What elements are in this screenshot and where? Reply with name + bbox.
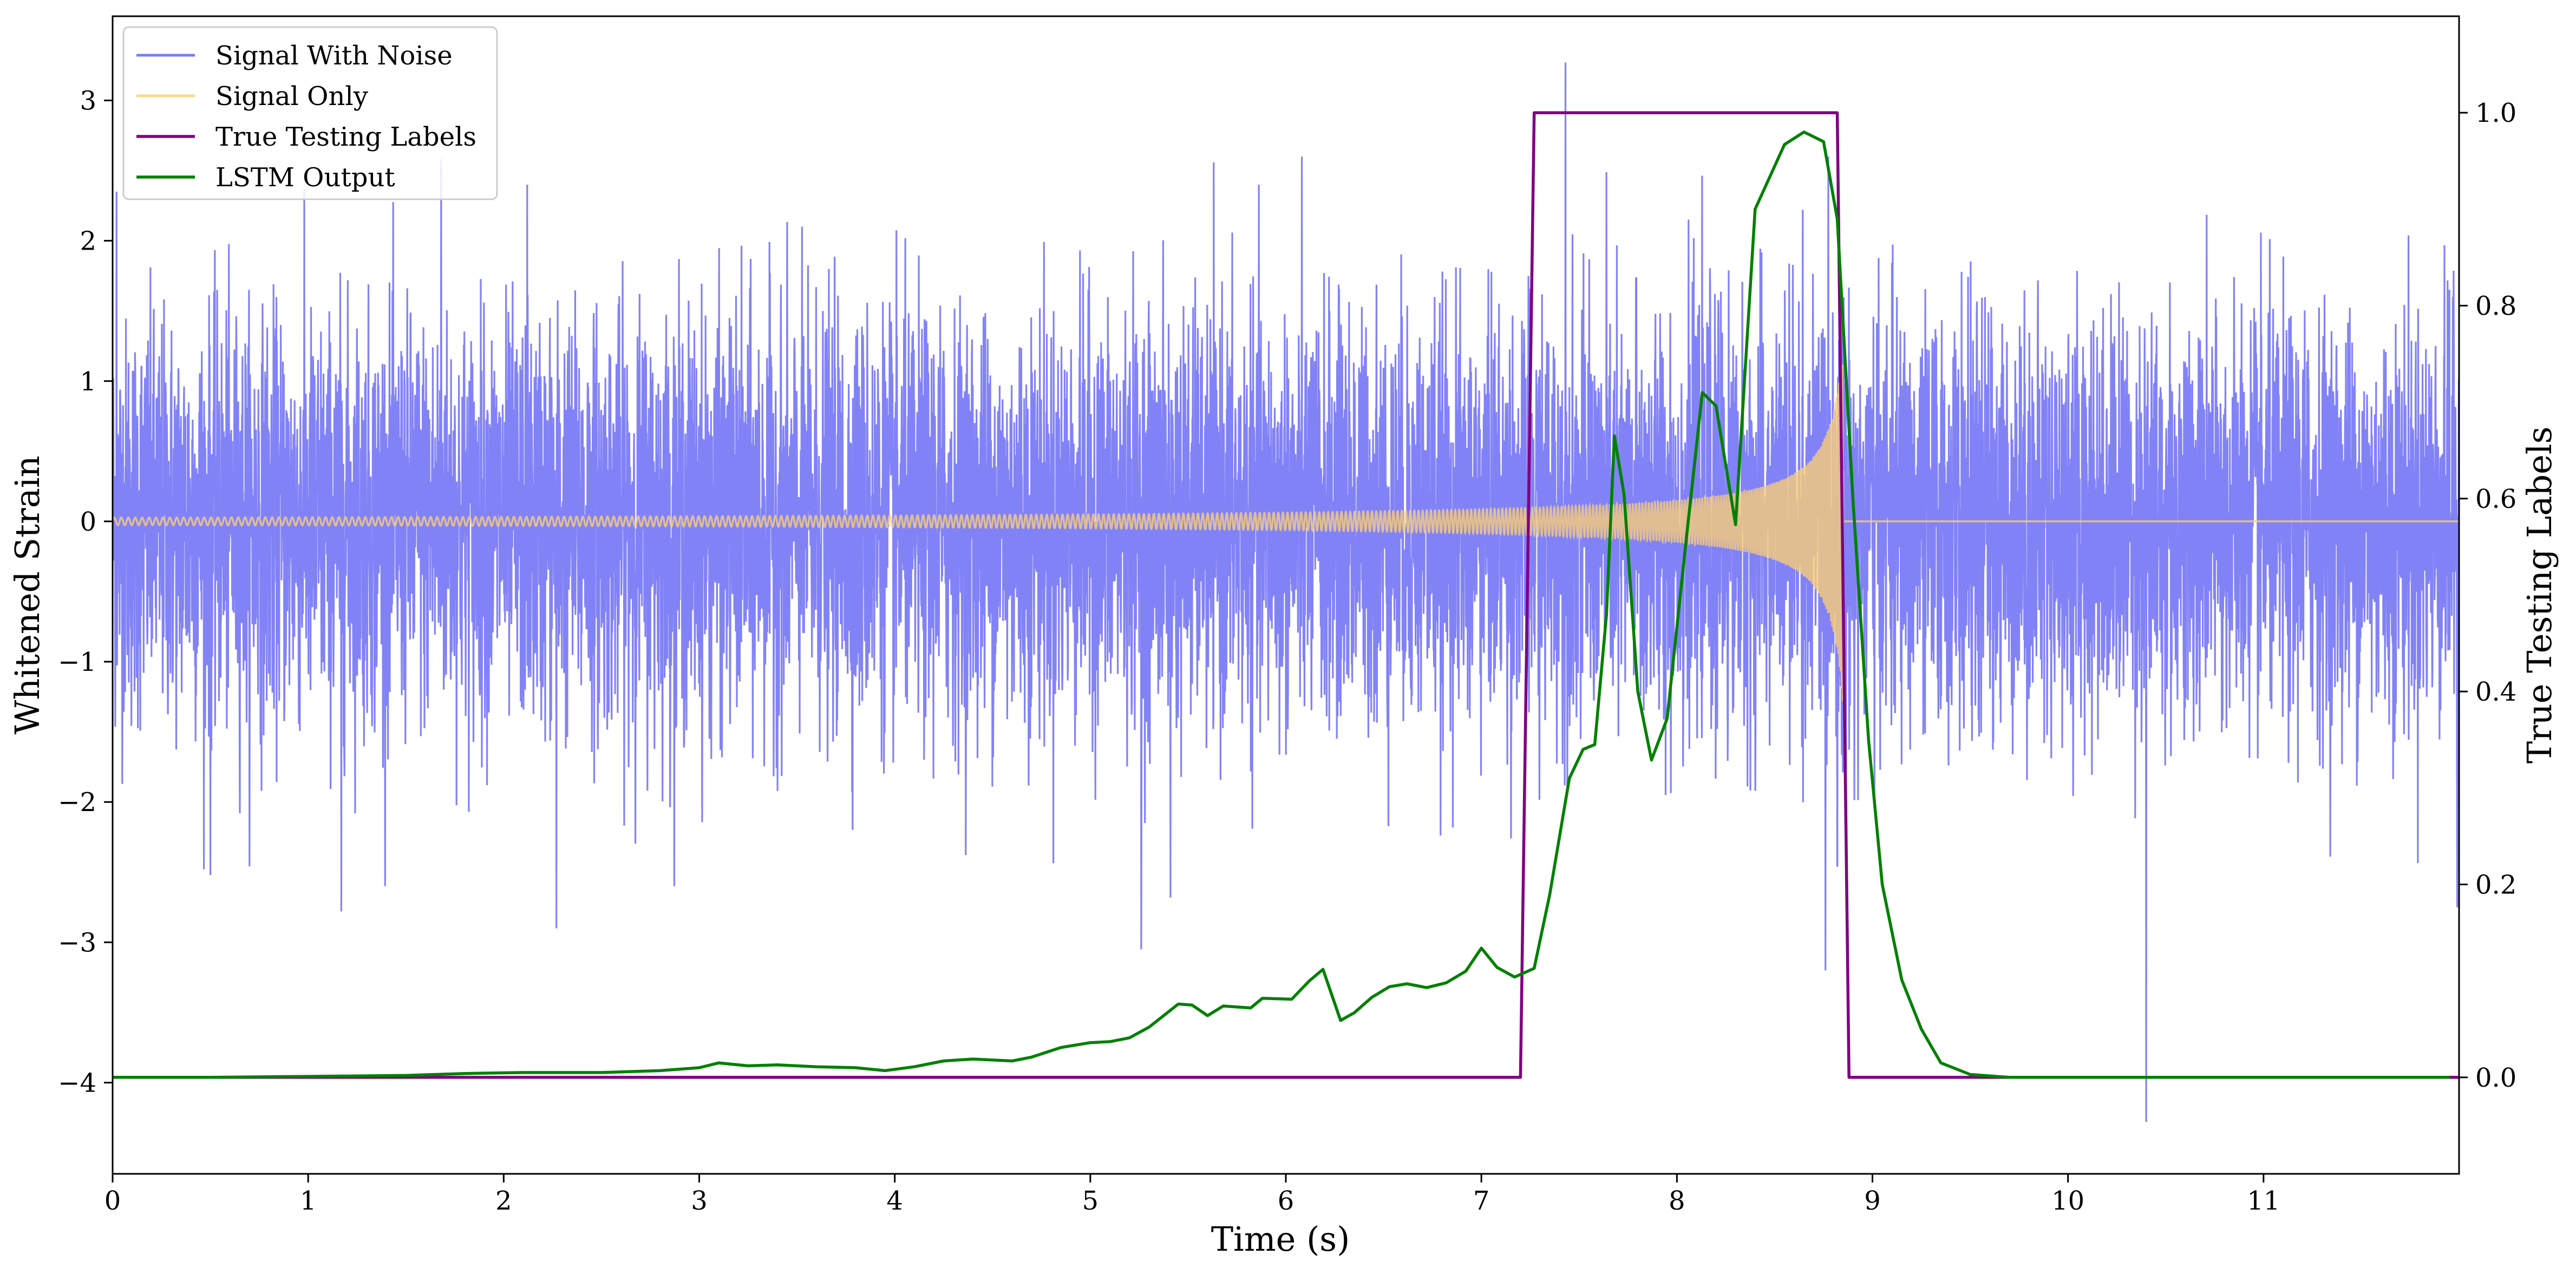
y-tick-label: −2: [58, 787, 96, 818]
lstm-output-line: [113, 130, 2449, 1079]
y2-tick-label: 0.4: [2475, 677, 2516, 707]
lstm-output-series: [113, 130, 2449, 1079]
y-tick-label: 1: [80, 367, 96, 397]
x-tick-label: 4: [886, 1186, 903, 1216]
y-tick-label: 0: [80, 507, 96, 537]
x-axis-label: Time (s): [1211, 1219, 1350, 1259]
legend-label: Signal With Noise: [215, 41, 453, 71]
x-tick-label: 7: [1473, 1186, 1490, 1216]
x-tick-label: 5: [1082, 1186, 1099, 1216]
y-axis-left: −4 −3 −2 −1 0 1 2 3: [58, 86, 113, 1099]
y-tick-label: 2: [80, 226, 96, 257]
y2-tick-label: 0.2: [2475, 870, 2516, 900]
true-testing-labels-series: [113, 111, 2459, 1079]
x-axis: 0 1 2 3 4 5 6 7 8 9 10 11: [104, 1174, 2280, 1216]
x-tick-label: 9: [1864, 1186, 1881, 1216]
signal-only-series: [113, 364, 2459, 702]
y2-axis-label: True Testing Labels: [2520, 427, 2559, 764]
x-tick-label: 3: [691, 1186, 708, 1216]
legend: Signal With Noise Signal Only True Testing…: [122, 26, 498, 200]
signal-only-line: [113, 364, 2459, 702]
y-tick-label: 3: [80, 86, 96, 116]
x-tick-label: 2: [495, 1186, 512, 1216]
x-tick-label: 1: [300, 1186, 317, 1216]
legend-box: [122, 26, 498, 200]
y2-tick-label: 1.0: [2475, 98, 2516, 128]
x-tick-label: 11: [2247, 1186, 2280, 1216]
y2-tick-label: 0.0: [2475, 1063, 2516, 1093]
y-axis-right: 0.0 0.2 0.4 0.6 0.8 1.0: [2459, 98, 2516, 1093]
true-testing-labels-line: [113, 111, 2459, 1079]
legend-label: Signal Only: [215, 81, 368, 112]
y2-tick-label: 0.8: [2475, 291, 2516, 322]
signal-with-noise-line: [113, 62, 2459, 1122]
signal-with-noise-series: [113, 62, 2459, 1122]
y-axis-label: Whitened Strain: [8, 456, 47, 735]
y-tick-label: −1: [58, 647, 96, 677]
legend-label: LSTM Output: [215, 162, 395, 193]
legend-label: True Testing Labels: [215, 122, 476, 152]
x-tick-label: 6: [1278, 1186, 1294, 1216]
x-tick-label: 8: [1669, 1186, 1685, 1216]
x-tick-label: 0: [104, 1186, 121, 1216]
x-tick-label: 10: [2051, 1186, 2084, 1216]
y-tick-label: −3: [58, 927, 96, 958]
y-tick-label: −4: [58, 1068, 96, 1099]
y2-tick-label: 0.6: [2475, 484, 2516, 514]
